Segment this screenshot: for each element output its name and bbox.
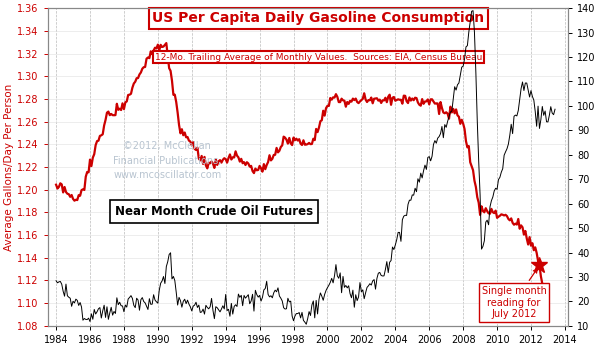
- Y-axis label: Average Gallons/Day Per Person: Average Gallons/Day Per Person: [4, 83, 14, 251]
- Text: Single month
reading for
July 2012: Single month reading for July 2012: [482, 269, 547, 319]
- Text: ©2012, McClellan
Financial Publications,
www.mcoscillator.com: ©2012, McClellan Financial Publications,…: [113, 141, 221, 180]
- Text: US Per Capita Daily Gasoline Consumption: US Per Capita Daily Gasoline Consumption: [152, 12, 484, 25]
- Text: Near Month Crude Oil Futures: Near Month Crude Oil Futures: [115, 205, 313, 218]
- Text: 12-Mo. Trailing Average of Monthly Values.  Sources: EIA, Census Bureau: 12-Mo. Trailing Average of Monthly Value…: [155, 53, 482, 62]
